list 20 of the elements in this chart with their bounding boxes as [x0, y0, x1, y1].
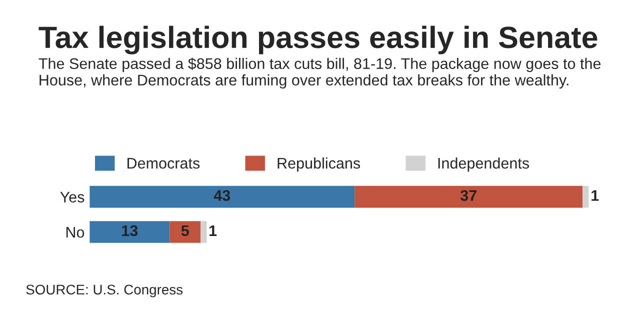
chart-title: Tax legislation passes easily in Senate — [38, 26, 598, 54]
data-label: 43 — [214, 190, 230, 201]
y-tick-label: Yes — [60, 192, 84, 202]
legend-label: Republicans — [278, 157, 360, 172]
source-note: SOURCE: U.S. Congress — [26, 284, 183, 298]
data-label: 1 — [210, 225, 217, 236]
data-label: 37 — [460, 190, 476, 201]
bar — [200, 221, 207, 243]
bar — [354, 186, 583, 208]
bar — [170, 221, 201, 243]
bar — [90, 186, 355, 208]
bar — [90, 221, 170, 243]
legend-label: Independents — [438, 157, 530, 172]
data-label: 13 — [122, 225, 138, 236]
legend-label: Democrats — [128, 158, 200, 169]
y-tick-label: No — [66, 227, 84, 238]
chart-subtitle: The Senate passed a $858 billion tax cuts bill, 81-19. The package now goes to the House, where Democrats are fuming over extended tax breaks for the wealthy. — [38, 58, 601, 89]
data-label: 5 — [181, 225, 189, 236]
data-label: 1 — [592, 190, 599, 201]
bar — [582, 186, 589, 208]
